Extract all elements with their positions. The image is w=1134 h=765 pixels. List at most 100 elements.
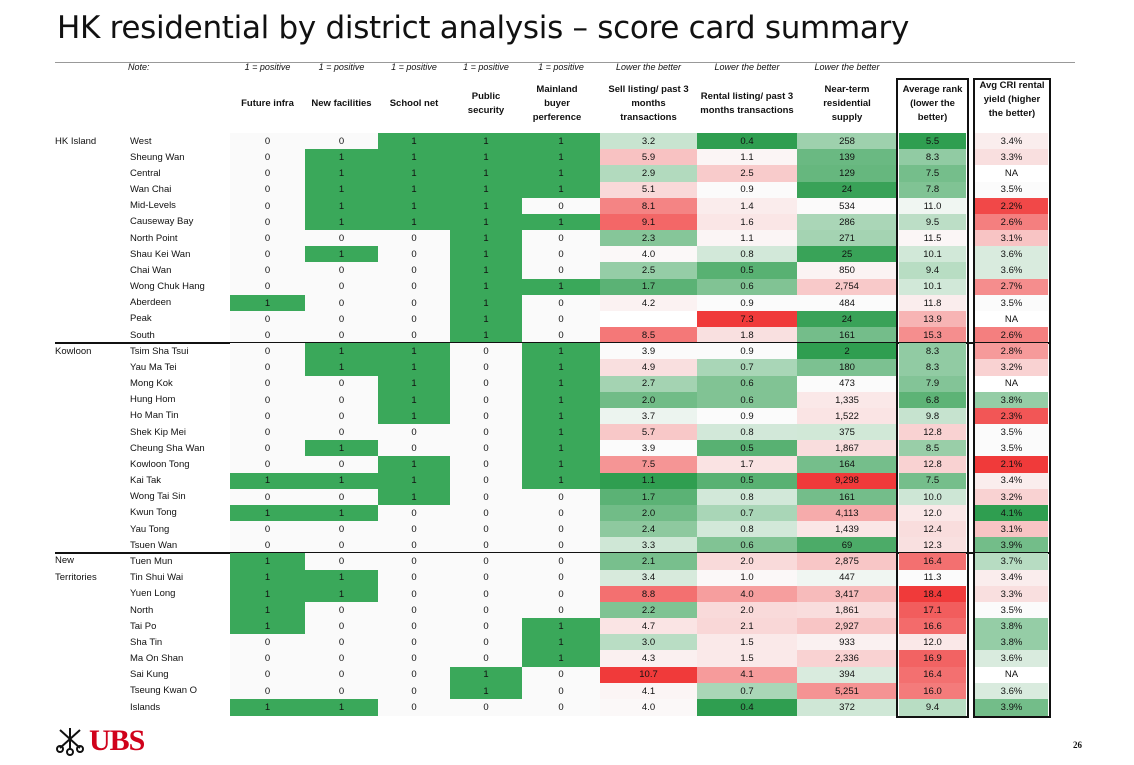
cell-supply: 24 <box>797 181 897 199</box>
cell-yield: 3.8% <box>975 634 1048 651</box>
cell-rental-listing: 7.3 <box>697 310 797 328</box>
cell-sell-listing: 8.1 <box>600 197 697 215</box>
cell-school-net: 1 <box>378 391 450 409</box>
district-name: Sai Kung <box>130 669 169 681</box>
cell-avg-rank: 12.0 <box>899 634 966 651</box>
cell-supply: 161 <box>797 327 897 344</box>
cell-new-facilities: 0 <box>305 407 378 425</box>
cell-mainland-buyer: 0 <box>522 553 600 571</box>
cell-sell-listing: 1.1 <box>600 472 697 490</box>
cell-mainland-buyer: 0 <box>522 327 600 344</box>
cell-sell-listing: 8.5 <box>600 327 697 344</box>
cell-mainland-buyer: 1 <box>522 634 600 651</box>
cell-public-security: 0 <box>450 456 522 474</box>
cell-future-infra: 0 <box>230 407 305 425</box>
cell-avg-rank: 8.5 <box>899 440 966 457</box>
cell-new-facilities: 1 <box>305 698 378 716</box>
region-label: New Territories <box>55 555 97 583</box>
cell-sell-listing: 1.7 <box>600 278 697 296</box>
cell-mainland-buyer: 1 <box>522 472 600 490</box>
cell-school-net: 1 <box>378 133 450 150</box>
cell-mainland-buyer: 1 <box>522 165 600 182</box>
cell-supply: 1,439 <box>797 521 897 538</box>
cell-sell-listing: 2.0 <box>600 391 697 409</box>
cell-yield: 3.5% <box>975 294 1048 312</box>
cell-public-security: 1 <box>450 294 522 312</box>
cell-sell-listing: 3.2 <box>600 133 697 150</box>
cell-yield: 2.1% <box>975 456 1048 474</box>
cell-avg-rank: 8.3 <box>899 149 966 166</box>
cell-school-net: 0 <box>378 327 450 344</box>
cell-new-facilities: 1 <box>305 149 378 166</box>
cell-future-infra: 0 <box>230 456 305 474</box>
cell-mainland-buyer: 1 <box>522 650 600 668</box>
cell-sell-listing: 4.2 <box>600 294 697 312</box>
cell-sell-listing: 5.9 <box>600 149 697 166</box>
cell-supply: 139 <box>797 149 897 166</box>
cell-sell-listing: 3.3 <box>600 537 697 554</box>
cell-yield: 2.2% <box>975 197 1048 215</box>
cell-sell-listing: 2.4 <box>600 521 697 538</box>
cell-avg-rank: 16.4 <box>899 553 966 571</box>
cell-rental-listing: 4.0 <box>697 585 797 603</box>
cell-future-infra: 0 <box>230 488 305 506</box>
cell-school-net: 0 <box>378 230 450 247</box>
cell-rental-listing: 0.8 <box>697 488 797 506</box>
cell-school-net: 0 <box>378 521 450 538</box>
cell-mainland-buyer: 0 <box>522 585 600 603</box>
cell-public-security: 1 <box>450 213 522 231</box>
cell-public-security: 0 <box>450 504 522 522</box>
cell-mainland-buyer: 0 <box>522 262 600 280</box>
cell-new-facilities: 0 <box>305 682 378 700</box>
cell-sell-listing: 3.9 <box>600 343 697 360</box>
cell-future-infra: 0 <box>230 343 305 360</box>
cell-mainland-buyer: 1 <box>522 181 600 199</box>
cell-school-net: 1 <box>378 149 450 166</box>
cell-public-security: 1 <box>450 181 522 199</box>
district-name: Tin Shui Wai <box>130 572 184 584</box>
note-new-facilities: 1 = positive <box>318 62 365 72</box>
cell-new-facilities: 0 <box>305 230 378 247</box>
district-name: Chai Wan <box>130 264 172 276</box>
cell-rental-listing: 0.7 <box>697 504 797 522</box>
cell-sell-listing: 3.4 <box>600 569 697 587</box>
cell-yield: 3.3% <box>975 149 1048 166</box>
district-name: Kai Tak <box>130 475 161 487</box>
logo-text: UBS <box>89 724 145 757</box>
cell-new-facilities: 1 <box>305 181 378 199</box>
cell-new-facilities: 1 <box>305 504 378 522</box>
district-name: West <box>130 135 152 147</box>
cell-public-security: 0 <box>450 343 522 360</box>
cell-sell-listing: 4.9 <box>600 359 697 377</box>
district-name: Mong Kok <box>130 378 173 390</box>
cell-yield: NA <box>975 666 1048 684</box>
cell-public-security: 0 <box>450 537 522 554</box>
cell-new-facilities: 1 <box>305 472 378 490</box>
cell-yield: 3.6% <box>975 682 1048 700</box>
cell-school-net: 0 <box>378 601 450 619</box>
cell-avg-rank: 16.9 <box>899 650 966 668</box>
cell-new-facilities: 0 <box>305 278 378 296</box>
cell-yield: NA <box>975 375 1048 393</box>
district-name: Tseung Kwan O <box>130 685 198 697</box>
cell-sell-listing: 1.7 <box>600 488 697 506</box>
header-yield: Avg CRI rental yield (higher the better) <box>979 80 1045 119</box>
cell-yield: 3.1% <box>975 521 1048 538</box>
cell-yield: 3.5% <box>975 601 1048 619</box>
district-name: Shek Kip Mei <box>130 426 186 438</box>
cell-yield: 4.1% <box>975 504 1048 522</box>
cell-mainland-buyer: 1 <box>522 424 600 441</box>
cell-supply: 1,861 <box>797 601 897 619</box>
cell-new-facilities: 0 <box>305 133 378 150</box>
district-name: Ma On Shan <box>130 653 184 665</box>
cell-public-security: 0 <box>450 698 522 716</box>
cell-rental-listing: 0.7 <box>697 682 797 700</box>
note-label: Note: <box>128 62 150 72</box>
cell-rental-listing: 0.7 <box>697 359 797 377</box>
cell-new-facilities: 1 <box>305 246 378 263</box>
cell-supply: 850 <box>797 262 897 280</box>
cell-avg-rank: 15.3 <box>899 327 966 344</box>
cell-yield: 3.4% <box>975 569 1048 587</box>
cell-rental-listing: 1.5 <box>697 650 797 668</box>
cell-public-security: 1 <box>450 682 522 700</box>
